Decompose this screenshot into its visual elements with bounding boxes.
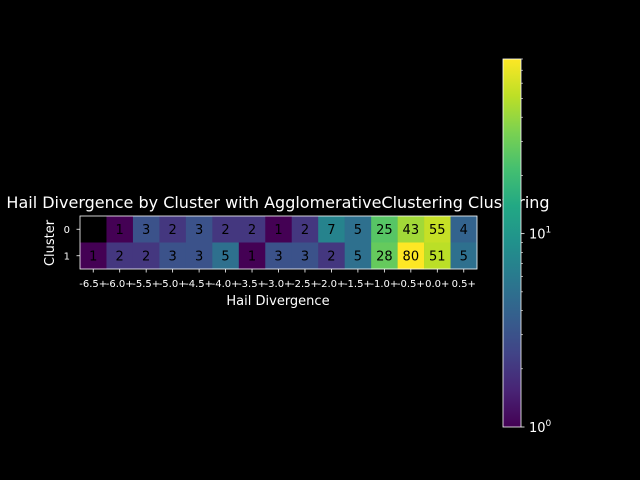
chart-title: Hail Divergence by Cluster with Agglomer…: [6, 193, 549, 212]
cell-value-label: 7: [327, 223, 335, 238]
heatmap-cell: [318, 216, 345, 243]
heatmap-cell: [371, 242, 398, 270]
y-tick-label: 1: [64, 251, 70, 262]
heatmap-cell: [212, 216, 240, 243]
cell-value-label: 1: [89, 249, 97, 264]
cell-value-label: 55: [429, 223, 446, 238]
cell-value-label: 1: [248, 249, 256, 264]
x-tick-label: -4.0+: [212, 279, 240, 290]
colorbar-ticks: 100 101: [521, 58, 552, 436]
heatmap-cell: [159, 216, 187, 243]
heatmap-cell: [397, 216, 425, 243]
x-tick-label: -2.0+: [317, 279, 345, 290]
x-tick-label: -2.5+: [291, 279, 319, 290]
heatmap-cell: [344, 216, 372, 243]
heatmap-cell: [265, 216, 293, 243]
x-tick-label: -5.5+: [132, 279, 160, 290]
y-tick-label: 0: [64, 225, 70, 236]
cell-value-label: 3: [301, 249, 309, 264]
cell-value-label: 3: [168, 249, 176, 264]
cell-value-label: 2: [248, 223, 256, 238]
heatmap-cell: [159, 242, 187, 270]
heatmap-cell: [80, 216, 107, 243]
x-tick-label: -3.0+: [265, 279, 293, 290]
heatmap-cell: [371, 216, 398, 243]
heatmap-cell: [318, 242, 345, 270]
cell-value-label: 2: [142, 249, 150, 264]
heatmap-cell: [185, 216, 213, 243]
cell-value-label: 3: [274, 249, 282, 264]
cell-value-label: 5: [460, 249, 468, 264]
cell-value-label: 3: [142, 223, 150, 238]
heatmap-cell: [291, 216, 319, 243]
x-tick-label: -5.0+: [159, 279, 187, 290]
x-tick-label: 0.5+: [452, 279, 476, 290]
cell-value-label: 5: [354, 223, 362, 238]
colorbar: [502, 58, 522, 428]
x-tick-label: -6.0+: [106, 279, 134, 290]
heatmap-cell: [397, 242, 425, 270]
cell-value-label: 2: [327, 249, 335, 264]
heatmap-cells: [80, 216, 478, 270]
x-axis-label: Hail Divergence: [226, 294, 329, 309]
y-axis-label: Cluster: [43, 219, 58, 266]
colorbar-tick-label: 101: [529, 226, 551, 243]
heatmap-cell: [450, 216, 478, 243]
cell-value-label: 43: [403, 223, 420, 238]
x-tick-label: -1.0+: [370, 279, 398, 290]
heatmap-cell: [344, 242, 372, 270]
heatmap-cell: [185, 242, 213, 270]
heatmap-cell: [424, 216, 451, 243]
heatmap-cell: [291, 242, 319, 270]
x-tick-label: -0.5+: [397, 279, 425, 290]
cell-value-label: 2: [168, 223, 176, 238]
cell-value-label: 5: [354, 249, 362, 264]
y-axis-ticks: 01: [64, 225, 80, 262]
heatmap-cell: [106, 216, 134, 243]
cell-labels: 1 3 2 3 2 2 1 2 7 5 25 43 55 41 2 2 3 3 5 1 3 3 2 5 28 80 51 5: [89, 223, 468, 265]
heatmap-cell: [106, 242, 134, 270]
cell-value-label: 80: [403, 249, 420, 264]
cell-value-label: 1: [116, 223, 124, 238]
cell-value-label: 25: [376, 223, 393, 238]
colorbar-tick-label: 100: [529, 419, 552, 436]
heatmap-cell: [238, 216, 266, 243]
cell-value-label: 51: [429, 249, 446, 264]
heatmap-cell: [212, 242, 240, 270]
x-tick-label: -3.5+: [238, 279, 266, 290]
cell-value-label: 2: [221, 223, 229, 238]
cell-value-label: 4: [460, 223, 468, 238]
cell-value-label: 5: [221, 249, 229, 264]
heatmap-cell: [132, 216, 160, 243]
x-tick-label: -6.5+: [79, 279, 107, 290]
cell-value-label: 3: [195, 223, 203, 238]
cell-value-label: 2: [116, 249, 124, 264]
x-axis-ticks: -6.5+-6.0+-5.5+-5.0+-4.5+-4.0+-3.5+-3.0+…: [79, 269, 476, 290]
cell-value-label: 1: [274, 223, 282, 238]
x-tick-label: -4.5+: [185, 279, 213, 290]
cell-value-label: 2: [301, 223, 309, 238]
heatmap-cell: [265, 242, 293, 270]
cell-value-label: 3: [195, 249, 203, 264]
heatmap-cell: [450, 242, 478, 270]
heatmap-cell: [132, 242, 160, 270]
x-tick-label: -1.5+: [344, 279, 372, 290]
cell-value-label: 28: [376, 249, 393, 264]
heatmap-cell: [238, 242, 266, 270]
x-tick-label: 0.0+: [425, 279, 449, 290]
heatmap-cell: [80, 242, 107, 270]
heatmap-cell: [424, 242, 451, 270]
